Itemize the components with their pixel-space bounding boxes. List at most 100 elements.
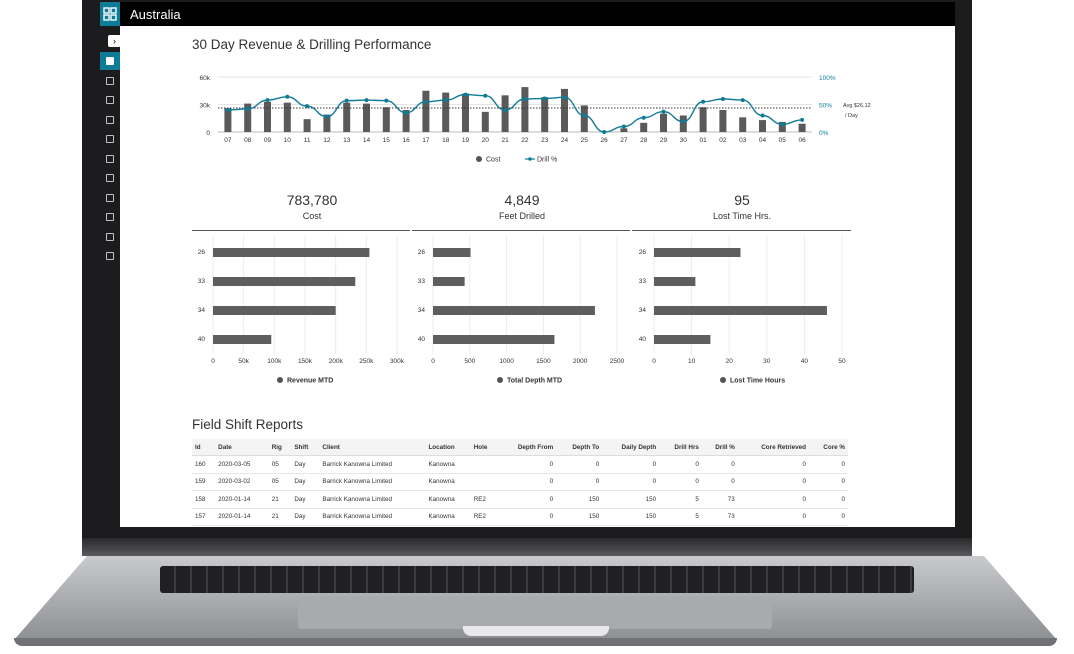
column-header[interactable]: Drill % <box>701 439 738 456</box>
cost-bar[interactable] <box>739 117 747 132</box>
drill-percent-point[interactable] <box>384 98 389 103</box>
cost-bar[interactable] <box>699 107 707 132</box>
column-header[interactable]: Depth From <box>498 439 557 456</box>
hbar[interactable] <box>213 248 370 257</box>
drill-percent-point[interactable] <box>542 96 547 101</box>
cost-bar[interactable] <box>501 95 509 132</box>
sidebar-copy-icon[interactable] <box>100 91 120 109</box>
cost-bar[interactable] <box>462 93 469 133</box>
hbar[interactable] <box>213 335 272 344</box>
drill-percent-point[interactable] <box>225 108 230 112</box>
cost-bar[interactable] <box>303 119 311 132</box>
hbar[interactable] <box>433 335 555 344</box>
cost-bar[interactable] <box>323 114 331 132</box>
column-header[interactable]: Core Retrieved <box>737 439 810 456</box>
app-logo-icon[interactable] <box>100 2 120 26</box>
drill-percent-point[interactable] <box>503 108 508 112</box>
cost-bar[interactable] <box>264 101 271 132</box>
cost-bar[interactable] <box>244 103 252 132</box>
cost-bar[interactable] <box>541 97 549 132</box>
column-header[interactable]: Rig <box>268 439 292 456</box>
cost-bar[interactable] <box>778 121 786 132</box>
cost-bar[interactable] <box>719 110 727 132</box>
drill-percent-point[interactable] <box>760 113 765 118</box>
drill-percent-point[interactable] <box>641 115 646 120</box>
column-header[interactable]: Shift <box>291 439 320 456</box>
table-row[interactable]: 159 2020-03-02 05 Day Barrick Kanowna Limite… <box>192 473 848 491</box>
hbar[interactable] <box>654 277 696 286</box>
hbar[interactable] <box>213 306 336 315</box>
sidebar-collapse-chevron-icon[interactable]: › <box>108 35 121 47</box>
hbar[interactable] <box>433 306 595 315</box>
drill-percent-point[interactable] <box>740 98 745 103</box>
drill-percent-point[interactable] <box>364 98 369 103</box>
drill-percent-point[interactable] <box>582 113 587 118</box>
drill-percent-point[interactable] <box>562 95 567 100</box>
cost-bar[interactable] <box>580 105 588 132</box>
cost-bar[interactable] <box>640 122 648 132</box>
drill-percent-point[interactable] <box>701 99 706 104</box>
drill-percent-point[interactable] <box>423 99 428 104</box>
sidebar-user-icon[interactable] <box>100 130 120 148</box>
drill-percent-point[interactable] <box>621 124 626 129</box>
column-header[interactable]: Core % <box>809 439 848 456</box>
cost-bar[interactable] <box>363 103 370 132</box>
sidebar-file-icon[interactable] <box>100 169 120 187</box>
hbar[interactable] <box>213 277 356 286</box>
column-header[interactable]: Drill Hrs <box>659 439 702 456</box>
cost-bar[interactable] <box>442 92 450 132</box>
drill-percent-point[interactable] <box>285 94 290 99</box>
hbar[interactable] <box>654 335 711 344</box>
cost-bar[interactable] <box>620 128 628 132</box>
drill-percent-point[interactable] <box>602 130 607 134</box>
column-header[interactable]: Client <box>319 439 426 456</box>
sidebar-wrench-icon[interactable] <box>100 150 120 168</box>
drill-percent-point[interactable] <box>245 106 250 111</box>
cost-bar[interactable] <box>422 90 430 132</box>
column-header[interactable]: Daily Depth <box>602 439 660 456</box>
hbar[interactable] <box>433 277 465 286</box>
sidebar-image-icon[interactable] <box>100 189 120 207</box>
table-row[interactable]: 160 2020-03-05 05 Day Barrick Kanowna Limite… <box>192 455 848 474</box>
drill-percent-point[interactable] <box>661 109 666 114</box>
drill-percent-point[interactable] <box>720 97 725 101</box>
cost-bar[interactable] <box>382 107 390 132</box>
cost-bar[interactable] <box>798 123 806 132</box>
table-row[interactable]: 158 2020-01-14 21 Day Barrick Kanowna Limite… <box>192 490 848 509</box>
drill-percent-point[interactable] <box>483 93 488 98</box>
region-title[interactable]: Australia <box>130 7 181 22</box>
sidebar-home-icon[interactable] <box>100 52 120 70</box>
cost-bar[interactable] <box>660 113 667 132</box>
hbar[interactable] <box>433 248 471 257</box>
column-header[interactable]: Date <box>215 439 269 456</box>
cost-bar[interactable] <box>402 110 410 132</box>
sidebar-bank-icon[interactable] <box>100 228 120 246</box>
column-header[interactable]: Id <box>192 439 216 456</box>
cost-bar[interactable] <box>481 111 489 132</box>
sidebar-list-icon[interactable] <box>100 208 120 226</box>
drill-percent-point[interactable] <box>780 122 785 127</box>
drill-percent-point[interactable] <box>522 97 527 101</box>
drill-percent-point[interactable] <box>305 104 310 109</box>
cost-bar[interactable] <box>283 102 291 132</box>
drill-percent-point[interactable] <box>681 119 686 124</box>
drill-percent-point[interactable] <box>344 98 349 103</box>
sidebar-square-icon[interactable] <box>100 72 120 90</box>
drill-percent-point[interactable] <box>404 110 409 115</box>
sidebar-settings-icon[interactable] <box>100 247 120 265</box>
hbar[interactable] <box>654 248 741 257</box>
drill-percent-point[interactable] <box>443 98 448 103</box>
column-header[interactable]: Location <box>425 439 471 456</box>
cost-bar[interactable] <box>759 120 766 132</box>
column-header[interactable]: Depth To <box>556 439 603 456</box>
cost-bar[interactable] <box>343 102 351 132</box>
drill-percent-point[interactable] <box>324 114 329 119</box>
table-row[interactable]: 157 2020-01-14 21 Day Barrick Kanowna Limite… <box>192 508 848 526</box>
cost-bar[interactable] <box>521 87 529 132</box>
drill-percent-point[interactable] <box>265 98 270 103</box>
drill-percent-point[interactable] <box>800 117 805 122</box>
cost-bar[interactable] <box>679 115 687 133</box>
cost-bar[interactable] <box>561 88 568 132</box>
column-header[interactable]: Hole <box>470 439 499 456</box>
cost-bar[interactable] <box>224 108 232 132</box>
